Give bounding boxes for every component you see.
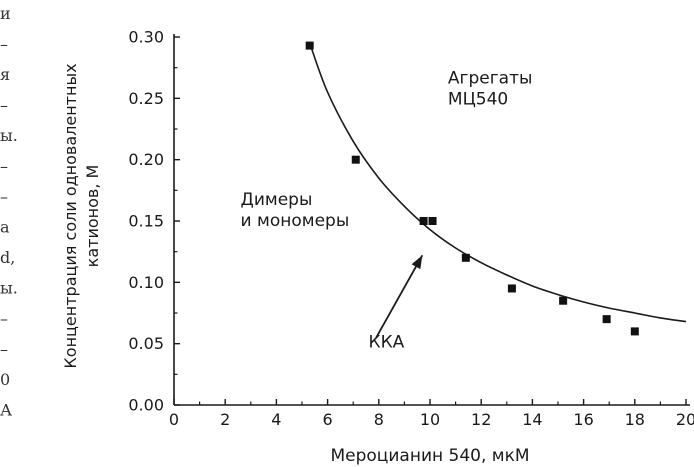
kka-arrow-head <box>411 255 423 270</box>
annotation-dimers: и мономеры <box>241 211 350 231</box>
y-tick-label: 0.00 <box>128 396 164 415</box>
y-tick-label: 0.05 <box>128 334 164 353</box>
data-point <box>428 217 437 225</box>
data-point <box>602 315 611 324</box>
margin-fragment: – <box>0 340 8 359</box>
margin-fragment: А <box>0 401 12 420</box>
x-tick-label: 14 <box>522 410 542 429</box>
annotation-aggregates: МЦ540 <box>448 90 508 110</box>
y-axis-label-line1: Концентрация соли одновалентных <box>61 63 80 368</box>
margin-fragment: а <box>0 218 10 237</box>
margin-fragment: – <box>0 187 8 206</box>
x-tick-label: 8 <box>374 410 384 429</box>
x-tick-label: 10 <box>420 410 440 429</box>
left-margin-text-fragments: и – я – ы. – – а d, ы. – – 0 А <box>0 4 18 420</box>
data-point <box>419 217 428 225</box>
x-axis-label: Мероцианин 540, мкМ <box>330 446 529 466</box>
y-tick-label: 0.30 <box>128 28 164 47</box>
margin-fragment: 0 <box>0 370 10 389</box>
annotation-dimers: Димеры <box>241 190 313 210</box>
margin-fragment: d, <box>0 248 15 267</box>
fit-curve <box>308 42 687 323</box>
x-axis-ticks: 0 2 4 6 8 10 12 14 16 18 20 <box>169 399 694 429</box>
data-point <box>507 284 516 293</box>
x-tick-label: 20 <box>676 410 694 429</box>
margin-fragment: – <box>0 96 8 115</box>
y-tick-label: 0.20 <box>128 150 164 169</box>
x-tick-label: 18 <box>625 410 645 429</box>
x-tick-label: 12 <box>471 410 491 429</box>
y-axis-ticks: 0.00 0.05 0.10 0.15 0.20 0.25 0.30 <box>128 28 180 415</box>
data-points <box>305 41 639 336</box>
data-point <box>559 296 568 305</box>
margin-fragment: ы. <box>0 279 18 298</box>
data-point <box>630 327 639 336</box>
x-tick-label: 2 <box>220 410 230 429</box>
data-point <box>461 253 470 262</box>
margin-fragment: – <box>0 35 8 54</box>
y-tick-label: 0.15 <box>128 212 164 231</box>
annotation-aggregates: Агрегаты <box>448 69 533 89</box>
x-tick-label: 16 <box>573 410 593 429</box>
annotation-kka: ККА <box>369 332 405 352</box>
data-point <box>305 41 314 50</box>
margin-fragment: ы. <box>0 126 18 145</box>
fit-curve-layer <box>308 42 687 323</box>
data-point <box>351 155 360 164</box>
x-tick-label: 4 <box>271 410 281 429</box>
margin-fragment: – <box>0 157 8 176</box>
margin-fragment: – <box>0 309 8 328</box>
kka-arrow-line <box>375 254 424 338</box>
y-tick-label: 0.25 <box>128 89 164 108</box>
x-tick-label: 0 <box>169 410 179 429</box>
x-tick-label: 6 <box>323 410 333 429</box>
margin-fragment: я <box>0 65 10 84</box>
y-tick-label: 0.10 <box>128 273 164 292</box>
margin-fragment: и <box>0 4 11 23</box>
y-axis-label-line2: катионов, М <box>83 165 102 268</box>
